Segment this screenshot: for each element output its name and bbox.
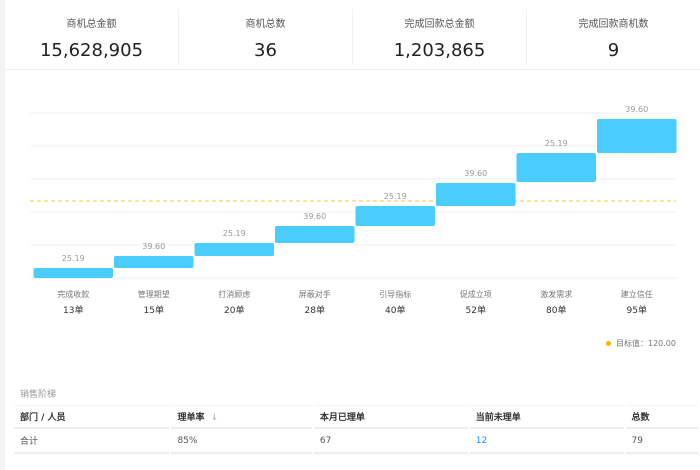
cell: 67 [313, 429, 468, 454]
waterfall-chart: 25.19 完成收款 13单 39.60 管理期望 15单 25.19 打消顾虑 20单 39.6… [30, 105, 677, 316]
data-label: 39.60 [142, 242, 165, 251]
table-header-row: 部门 / 人员 理单率 ↓ 本月已理单 当前未理单 总数 [14, 405, 698, 429]
count-label: 28单 [305, 304, 325, 316]
waterfall-bar [597, 119, 677, 153]
data-label: 25.19 [545, 139, 568, 148]
waterfall-bar [194, 243, 274, 256]
waterfall-bar [355, 206, 435, 226]
count-label: 15单 [144, 304, 164, 316]
kpi-label: 完成回款商机数 [578, 19, 649, 30]
col-header[interactable]: 总数 [625, 405, 698, 429]
kpi-paid-count: 完成回款商机数 9 [527, 9, 700, 65]
cell: 85% [171, 429, 312, 454]
category-label: 完成收款 [57, 289, 89, 299]
kpi-value: 1,203,865 [393, 40, 486, 61]
kpi-value: 15,628,905 [39, 40, 144, 61]
count-label: 52单 [466, 304, 486, 316]
kpi-total-count: 商机总数 36 [179, 9, 353, 65]
category-label: 促成立项 [460, 289, 492, 299]
category-label: 建立信任 [621, 289, 653, 299]
legend: 目标值：120.00 [606, 338, 676, 349]
category-label: 管理期望 [138, 289, 170, 299]
target-dot-icon [606, 341, 611, 346]
kpi-label: 完成回款总金额 [404, 19, 475, 30]
cell-link[interactable]: 12 [469, 429, 624, 454]
kpi-total-amount: 商机总金额 15,628,905 [5, 9, 179, 65]
count-label: 20单 [224, 304, 244, 316]
category-label: 引导指标 [379, 289, 411, 299]
col-header[interactable]: 当前未理单 [469, 405, 624, 429]
col-header[interactable]: 部门 / 人员 [14, 405, 170, 429]
arrow-down-icon[interactable]: ↓ [210, 413, 219, 423]
count-label: 40单 [385, 304, 405, 316]
col-header[interactable]: 本月已理单 [313, 405, 468, 429]
data-label: 39.60 [464, 169, 487, 178]
kpi-label: 商机总数 [245, 19, 286, 30]
kpi-value: 9 [607, 40, 620, 61]
category-label: 屏蔽对手 [299, 289, 331, 299]
kpi-row: 商机总金额 15,628,905 商机总数 36 完成回款总金额 1,203,865 … [5, 5, 700, 70]
count-label: 13单 [63, 304, 83, 316]
waterfall-bar [114, 256, 194, 268]
waterfall-bar [516, 153, 596, 182]
category-label: 激发需求 [540, 289, 572, 299]
waterfall-bar [275, 226, 355, 243]
legend-target-label: 目标值：120.00 [616, 339, 676, 348]
col-header-label: 理单率 [177, 413, 205, 423]
kpi-label: 商机总金额 [66, 19, 117, 30]
waterfall-bar [33, 268, 113, 278]
kpi-paid-amount: 完成回款总金额 1,203,865 [353, 9, 527, 65]
data-label: 39.60 [625, 105, 648, 114]
category-label: 打消顾虑 [218, 289, 250, 299]
data-label: 25.19 [223, 229, 246, 238]
section-title: 销售阶梯 [20, 390, 57, 400]
cell: 79 [625, 429, 698, 454]
count-label: 80单 [546, 304, 566, 316]
count-label: 95单 [627, 304, 647, 316]
kpi-value: 36 [254, 40, 277, 61]
cell: 合计 [14, 429, 170, 454]
waterfall-bar [436, 183, 516, 206]
data-label: 39.60 [303, 212, 326, 221]
sales-table: 部门 / 人员 理单率 ↓ 本月已理单 当前未理单 总数 合计 85% 67 12… [12, 405, 700, 454]
col-header-sortable[interactable]: 理单率 ↓ [171, 405, 312, 429]
data-label: 25.19 [384, 192, 407, 201]
table-row: 合计 85% 67 12 79 [14, 429, 698, 454]
data-label: 25.19 [62, 254, 85, 263]
